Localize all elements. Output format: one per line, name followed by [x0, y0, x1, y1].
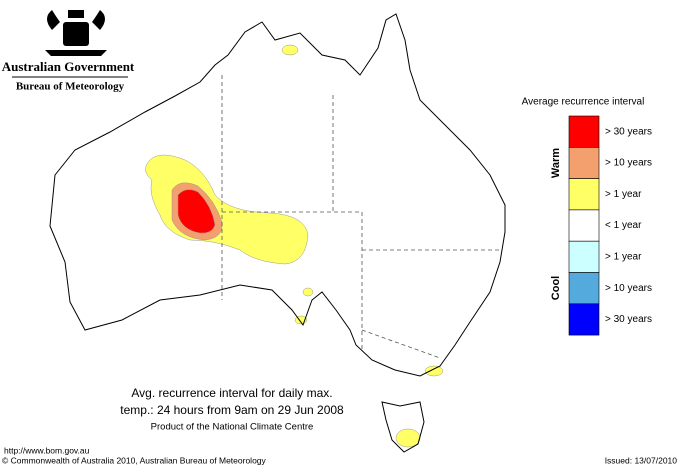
bureau-name: Bureau of Meteorology: [16, 81, 125, 93]
warm-label: Warm: [550, 148, 562, 178]
legend-label: > 10 years: [605, 158, 652, 169]
footer-url: http://www.bom.gov.au: [4, 445, 90, 455]
government-name: Australian Government: [2, 59, 135, 74]
legend-swatch: [568, 272, 600, 305]
footer-issued: Issued: 13/07/2010: [605, 455, 678, 465]
legend-label: < 1 year: [605, 220, 642, 231]
tasmania-coast: [381, 401, 425, 453]
legend-title: Average recurrence interval: [522, 97, 645, 108]
footer-copyright: © Commonwealth of Australia 2010, Austra…: [2, 455, 267, 465]
legend-label: > 30 years: [605, 126, 652, 137]
legend-swatch: [568, 147, 600, 179]
legend-swatch: [568, 303, 600, 336]
legend-swatch: [568, 240, 600, 273]
cool-label: Cool: [550, 276, 562, 300]
legend-swatch: [568, 115, 600, 148]
legend-label: > 10 years: [605, 283, 652, 294]
caption-line: temp.: 24 hours from 9am on 29 Jun 2008: [120, 403, 344, 417]
caption-line: Product of the National Climate Centre: [151, 422, 314, 433]
legend: > 30 years > 10 years > 1 year < 1 year > 1 …: [568, 115, 652, 336]
anomaly-areas: [145, 44, 444, 448]
coat-of-arms: [45, 10, 107, 56]
legend-label: > 1 year: [605, 251, 642, 262]
state-borders: [221, 75, 500, 359]
mainland-coast: [49, 13, 506, 377]
caption-line: Avg. recurrence interval for daily max.: [131, 386, 332, 400]
legend-swatch: [568, 178, 600, 211]
legend-swatch: [568, 209, 600, 242]
legend-label: > 30 years: [605, 314, 652, 325]
legend-label: > 1 year: [605, 189, 642, 200]
